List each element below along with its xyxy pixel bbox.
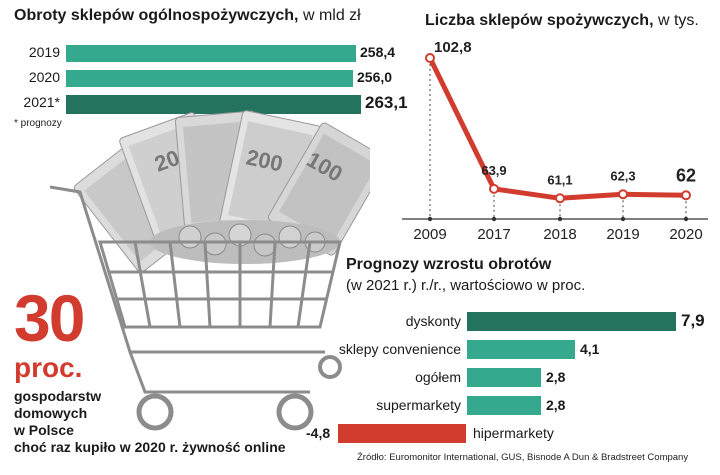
growth-value-label: 7,9 bbox=[681, 311, 705, 330]
stores-year-label: 2018 bbox=[543, 226, 576, 243]
x-tick-dot bbox=[683, 216, 689, 222]
revenue-value-label: 263,1 bbox=[365, 93, 408, 112]
stores-value-label: 102,8 bbox=[434, 39, 472, 56]
stores-point bbox=[425, 53, 435, 63]
stores-year-label: 2017 bbox=[477, 226, 510, 243]
growth-category-label: supermarkety bbox=[376, 397, 461, 413]
stores-value-label: 61,1 bbox=[547, 172, 572, 187]
growth-value-label: 2,8 bbox=[546, 369, 566, 385]
revenue-title-text: Obroty sklepów ogólnospożywczych, bbox=[14, 7, 299, 24]
revenue-year-label: 2019 bbox=[28, 44, 60, 60]
stores-title-unit: w tys. bbox=[657, 12, 699, 29]
revenue-year-label: 2021* bbox=[23, 94, 60, 110]
growth-category-label: hipermarkety bbox=[473, 425, 554, 441]
growth-category-label: ogółem bbox=[415, 369, 461, 385]
stores-value-label: 63,9 bbox=[481, 163, 506, 178]
stores-point bbox=[618, 189, 628, 200]
revenue-year-label: 2020 bbox=[28, 69, 60, 85]
stores-value-label: 62 bbox=[676, 165, 696, 185]
shopping-cart-illustration: 20 200 100 bbox=[49, 110, 370, 431]
stores-title: Liczba sklepów spożywczych, w tys. bbox=[425, 12, 699, 30]
growth-bar bbox=[467, 312, 676, 331]
revenue-bar bbox=[66, 70, 353, 87]
stat-line-4: choć raz kupiło w 2020 r. żywność online bbox=[14, 439, 286, 455]
x-tick-dot bbox=[557, 216, 563, 222]
stores-point bbox=[555, 193, 565, 204]
growth-bar bbox=[338, 424, 466, 443]
stores-year-label: 2019 bbox=[606, 226, 639, 243]
revenue-value-label: 256,0 bbox=[357, 69, 393, 85]
growth-category-label: dyskonty bbox=[405, 313, 461, 329]
growth-bar bbox=[467, 396, 541, 415]
forecast-note: * prognozy bbox=[14, 118, 62, 129]
source-note: Źródło: Euromonitor International, GUS, … bbox=[357, 452, 689, 463]
growth-title: Prognozy wzrostu obrotów bbox=[346, 256, 552, 273]
revenue-bar bbox=[66, 95, 361, 114]
stat-line-1: gospodarstw bbox=[14, 388, 102, 404]
revenue-title-unit: w mld zł bbox=[302, 7, 361, 24]
x-tick-dot bbox=[427, 216, 433, 222]
x-tick-dot bbox=[620, 216, 626, 222]
stat-number: 30 bbox=[14, 281, 85, 355]
growth-value-label: 2,8 bbox=[546, 397, 566, 413]
growth-value-label: 4,1 bbox=[580, 341, 600, 357]
revenue-value-label: 258,4 bbox=[360, 44, 396, 60]
stores-value-label: 62,3 bbox=[610, 168, 635, 183]
stores-point bbox=[681, 190, 691, 201]
growth-subtitle: (w 2021 r.) r./r., wartościowo w proc. bbox=[346, 277, 586, 294]
growth-bar bbox=[467, 340, 575, 359]
stores-year-label: 2009 bbox=[413, 226, 446, 243]
growth-bar bbox=[467, 368, 541, 387]
stat-line-2: domowych bbox=[14, 405, 88, 421]
stat-line-3: w Polsce bbox=[14, 422, 74, 438]
x-tick-dot bbox=[491, 216, 497, 222]
stores-point bbox=[489, 183, 499, 194]
stores-year-label: 2020 bbox=[669, 226, 702, 243]
stat-description: gospodarstw domowych w Polsce choć raz k… bbox=[14, 388, 286, 456]
stat-unit: proc. bbox=[14, 352, 83, 383]
revenue-title: Obroty sklepów ogólnospożywczych, w mld … bbox=[14, 7, 361, 25]
growth-value-label: -4,8 bbox=[306, 425, 331, 441]
cart-icon bbox=[49, 185, 342, 431]
stores-title-text: Liczba sklepów spożywczych, bbox=[425, 12, 654, 29]
revenue-bar bbox=[66, 45, 356, 62]
growth-category-label: sklepy convenience bbox=[338, 341, 461, 357]
